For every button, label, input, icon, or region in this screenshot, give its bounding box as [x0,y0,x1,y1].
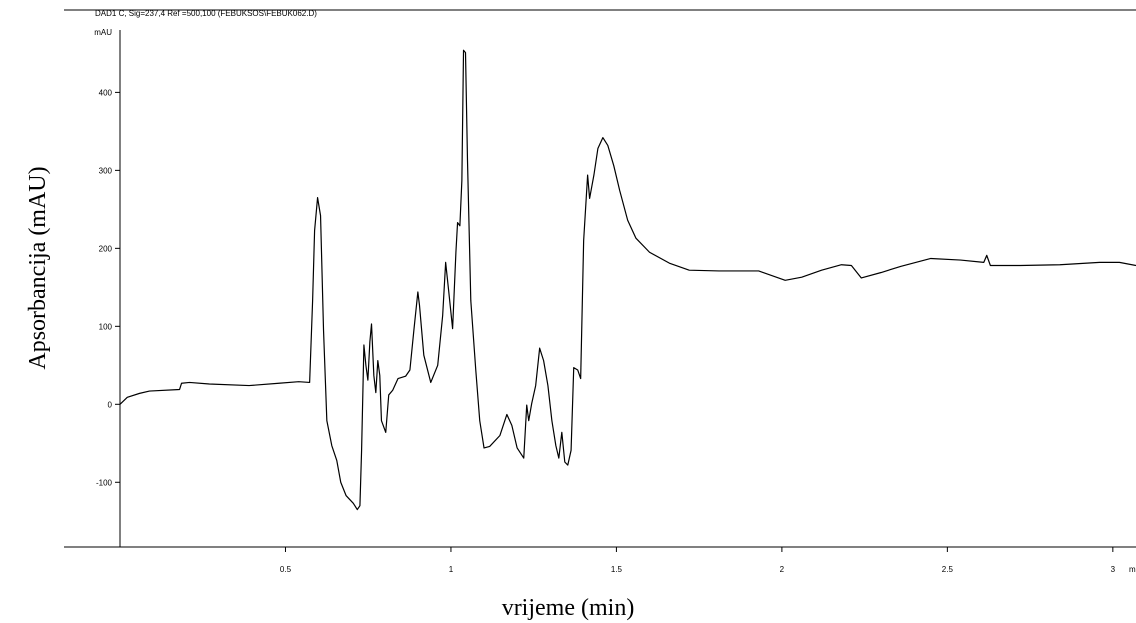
x-tick-label: 0.5 [280,565,292,574]
x-tick-label: 2.5 [942,565,954,574]
x-tick-label: 2 [780,565,785,574]
header: DAD1 C, Sig=237,4 Ref =500,100 (FEBUKSOS… [95,9,317,18]
y-tick-label: 0 [108,400,113,409]
x-tick-label: 1.5 [611,565,623,574]
signal-line [119,49,1136,511]
y-tick-label: 400 [99,88,113,97]
y-tick-label: 300 [99,166,113,175]
x-unit: min [1129,565,1136,574]
y-axis-title: Apsorbancija (mAU) [25,166,51,369]
x-tick-label: 1 [449,565,454,574]
y-tick-label: 200 [99,244,113,253]
y-tick-label: -100 [96,478,113,487]
x-tick-label: 3 [1111,565,1116,574]
y-tick-label: 100 [99,322,113,331]
y-unit: mAU [94,28,112,37]
x-axis-title: vrijeme (min) [502,595,635,621]
